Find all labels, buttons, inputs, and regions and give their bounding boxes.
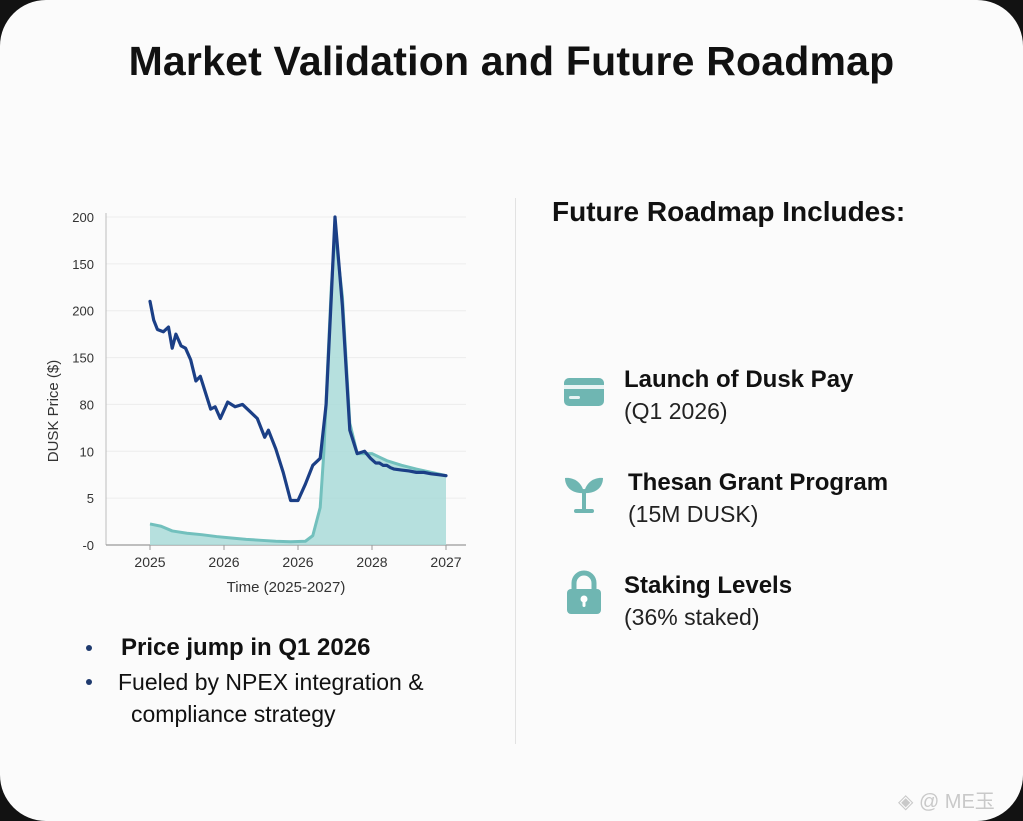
price-line bbox=[148, 215, 448, 503]
watermark: ◈ @ ME玉 bbox=[898, 791, 995, 813]
y-tick-label: 200 bbox=[72, 210, 94, 225]
y-tick-label: 5 bbox=[87, 491, 94, 506]
y-tick-label: 80 bbox=[80, 397, 94, 412]
roadmap-item-title: Launch of Dusk Pay bbox=[624, 366, 854, 393]
y-tick-label: 150 bbox=[72, 351, 94, 366]
y-tick-label: 150 bbox=[72, 257, 94, 272]
x-axis-label: Time (2025-2027) bbox=[227, 579, 346, 596]
column-divider bbox=[515, 198, 516, 744]
page-title: Market Validation and Future Roadmap bbox=[128, 38, 895, 84]
bullet-text-continued: compliance strategy bbox=[131, 701, 336, 727]
bullet-text: Price jump in Q1 2026 bbox=[121, 634, 371, 661]
y-tick-label: 200 bbox=[72, 304, 94, 319]
x-tick-label: 2028 bbox=[356, 554, 387, 570]
roadmap-item-title: Thesan Grant Program bbox=[628, 469, 889, 496]
volume-area bbox=[150, 231, 446, 546]
roadmap-item-title: Staking Levels bbox=[624, 572, 793, 599]
bullet-list: Price jump in Q1 2026 Fueled by NPEX int… bbox=[86, 632, 424, 732]
price-chart: -0 5 10 80 150 200 150 200 2025 2026 2026 2028 2027 T… bbox=[45, 210, 466, 596]
sprout-icon bbox=[565, 477, 603, 513]
x-tick-label: 2026 bbox=[282, 554, 313, 570]
y-axis-label: DUSK Price ($) bbox=[45, 360, 62, 463]
lock-icon bbox=[567, 570, 601, 614]
x-tick-label: 2026 bbox=[208, 554, 239, 570]
credit-card-icon bbox=[564, 378, 604, 406]
roadmap-item-detail: (15M DUSK) bbox=[628, 501, 759, 527]
roadmap-title: Future Roadmap Includes: bbox=[552, 196, 906, 227]
x-tick-label: 2025 bbox=[134, 554, 165, 570]
y-tick-label: 10 bbox=[80, 444, 94, 459]
bullet-dot bbox=[86, 645, 92, 651]
volume-line bbox=[149, 229, 447, 544]
roadmap-item-detail: (36% staked) bbox=[624, 604, 760, 630]
bullet-item: Price jump in Q1 2026 bbox=[86, 632, 424, 664]
roadmap-item-detail: (Q1 2026) bbox=[624, 398, 728, 424]
y-tick-label: -0 bbox=[82, 538, 94, 553]
bullet-text: Fueled by NPEX integration & bbox=[118, 669, 424, 695]
bullet-dot bbox=[86, 679, 92, 685]
x-tick-label: 2027 bbox=[430, 554, 461, 570]
bullet-item: Fueled by NPEX integration & compliance … bbox=[86, 666, 424, 730]
